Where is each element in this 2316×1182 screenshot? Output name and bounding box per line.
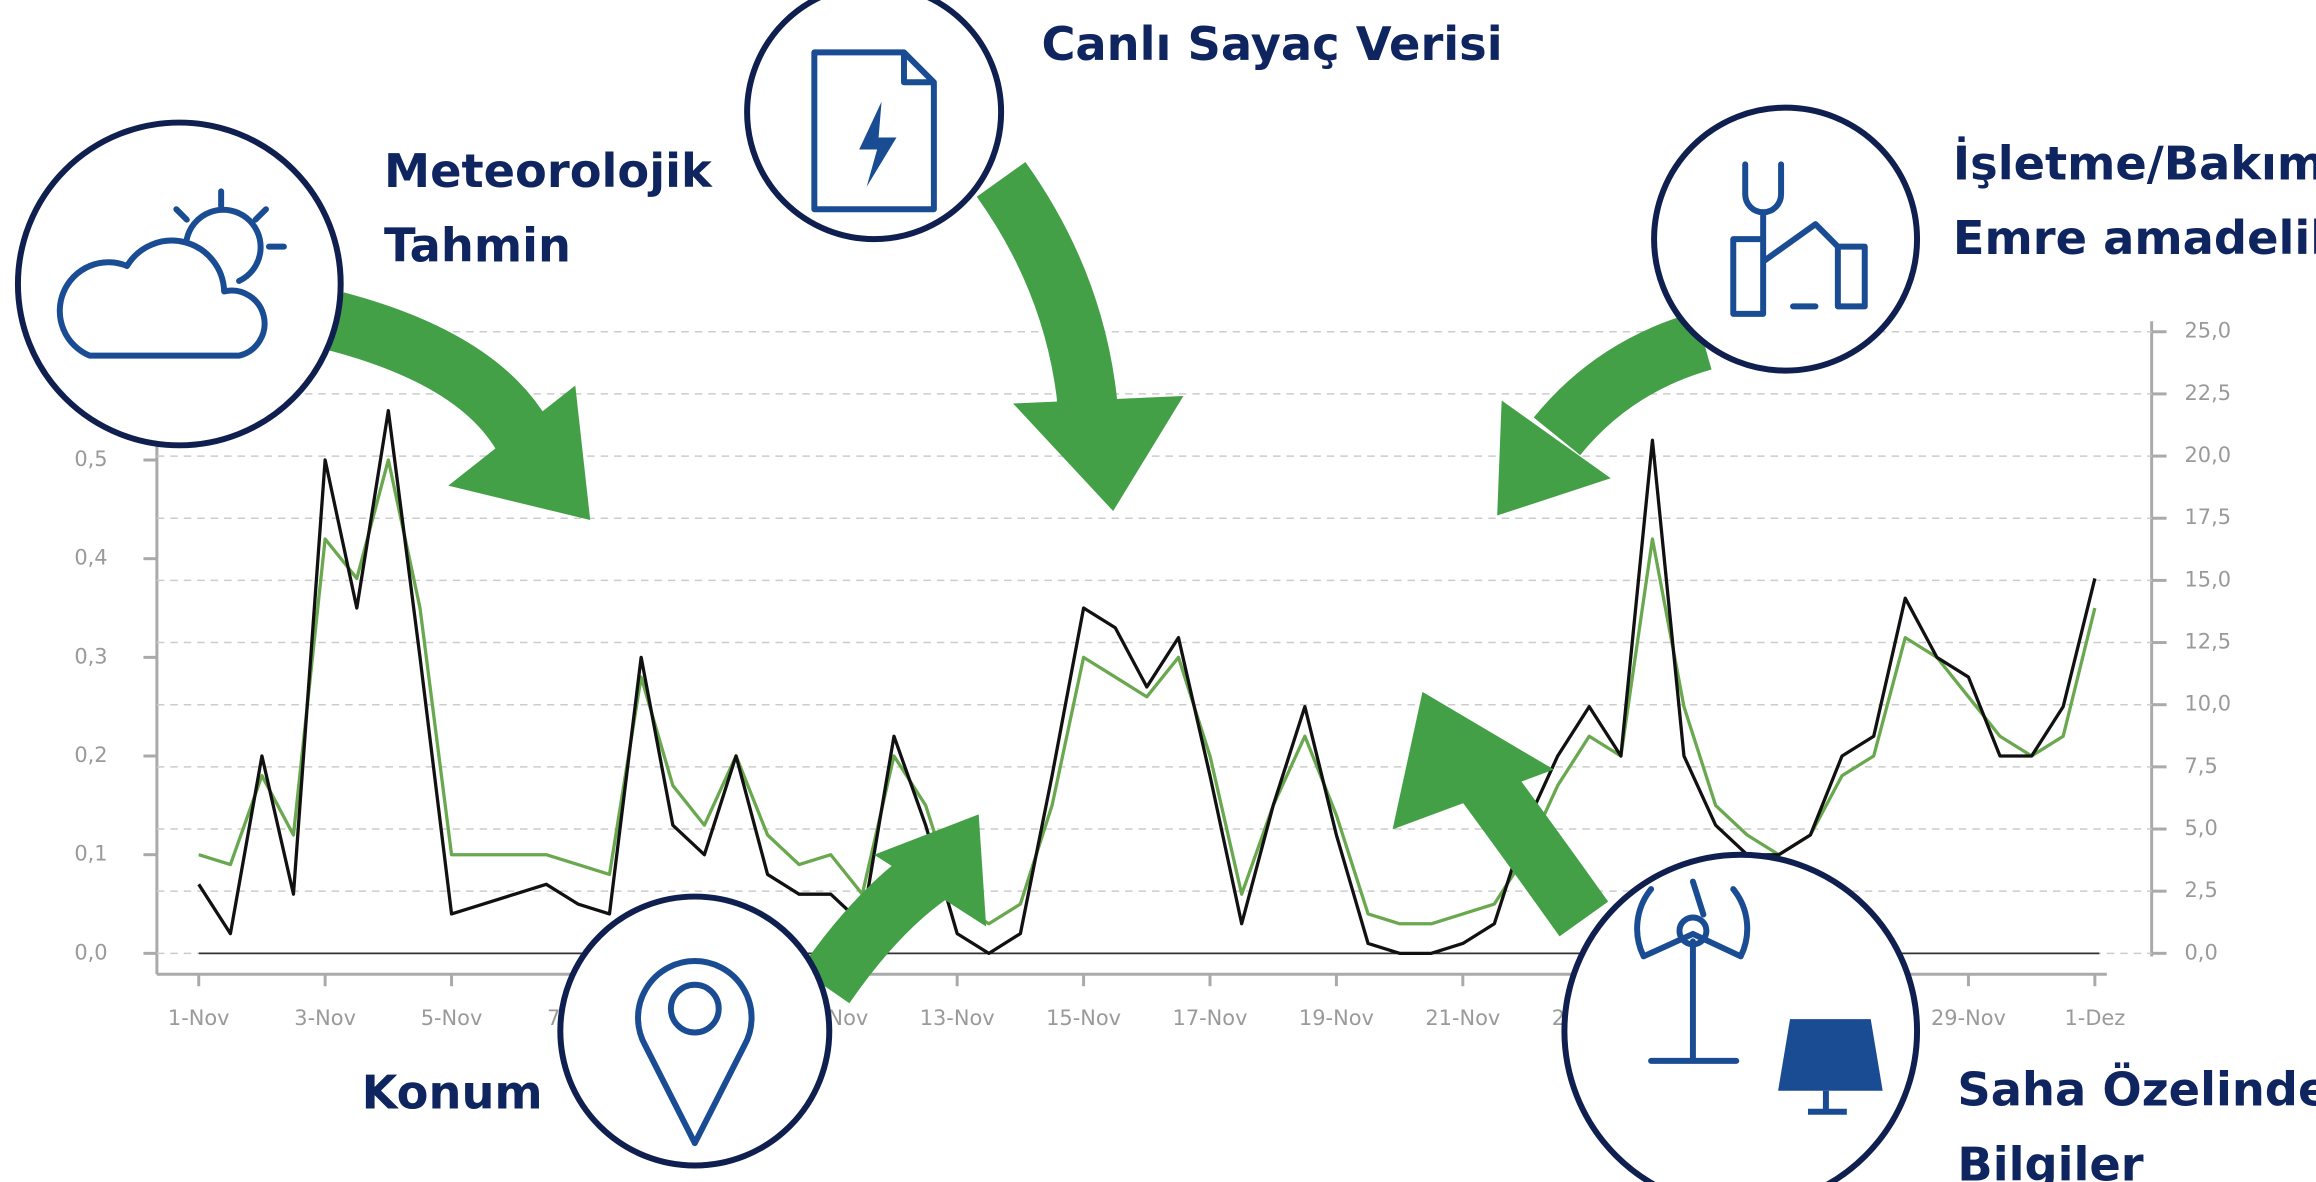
x-tick-label: 19-Nov (1299, 1006, 1374, 1030)
arrows (328, 161, 1712, 1004)
turbine-hub (1676, 914, 1710, 948)
y2-tick-label: 17,5 (2185, 505, 2232, 529)
arrow-head (448, 385, 591, 521)
document-icon (811, 49, 937, 213)
weather-circle (14, 119, 344, 449)
x-tick-label: 5-Nov (421, 1006, 483, 1030)
chart: 0,0 2,5 5,0 7,5 10,0 12,5 15,0 17,5 20,0 22,5 25,0… (74, 319, 2231, 1030)
bolt-icon (859, 101, 897, 187)
y2-tick-label: 0,0 (2185, 940, 2218, 964)
y2-tick-label: 2,5 (2185, 878, 2218, 902)
y2-tick-label: 22,5 (2185, 381, 2232, 405)
x-tick-label: 3-Nov (294, 1006, 356, 1030)
y-tick-label: 0,0 (74, 940, 107, 964)
x-tick-label: 29-Nov (1931, 1006, 2006, 1030)
cloud-icon (56, 237, 268, 359)
arrow-head (1497, 400, 1611, 516)
callout-label: İşletme/Bakım (1953, 136, 2316, 190)
y-tick-label: 0,3 (74, 644, 107, 668)
y-tick-label: 0,5 (74, 447, 107, 471)
pin-icon (635, 958, 755, 1147)
x-tick-label: 17-Nov (1173, 1006, 1248, 1030)
y-tick-label: 0,1 (74, 842, 107, 866)
x-tick-label: 15-Nov (1046, 1006, 1121, 1030)
callout-label: Tahmin (384, 219, 571, 273)
tools-icon (1730, 161, 1868, 317)
icons (14, 0, 1921, 1182)
arrow (1533, 311, 1712, 456)
callout-label: Saha Özelinde (1957, 1063, 2316, 1117)
y2-tick-label: 10,0 (2185, 692, 2232, 716)
y2-tick-label: 15,0 (2185, 567, 2232, 591)
x-tick-label: 21-Nov (1425, 1006, 1500, 1030)
solar-icon (1778, 1019, 1883, 1091)
solar-stand (1807, 1090, 1847, 1115)
arrow-head (874, 814, 987, 927)
x-tick-label: 1-Nov (168, 1006, 230, 1030)
y2-tick-label: 25,0 (2185, 319, 2232, 343)
y2-tick-label: 5,0 (2185, 816, 2218, 840)
y-tick-label: 0,4 (74, 546, 107, 570)
callout-label: Emre amadelik (1953, 211, 2316, 265)
y2-tick-label: 7,5 (2185, 754, 2218, 778)
y2-tick-label: 12,5 (2185, 630, 2232, 654)
arrow-head (1013, 396, 1184, 512)
arrow (976, 161, 1118, 410)
sun-icon (173, 188, 287, 284)
series-line (198, 458, 2097, 926)
arrow-head (1392, 691, 1554, 830)
callout-label: Bilgiler (1957, 1137, 2143, 1182)
x-tick-label: 13-Nov (920, 1006, 995, 1030)
maintenance-circle (1651, 104, 1921, 374)
callouts: Meteorolojik Tahmin Canlı Sayaç Verisi İşle… (362, 17, 2316, 1182)
pin-dot (667, 981, 722, 1036)
y2-tick-label: 20,0 (2185, 443, 2232, 467)
arrow (328, 292, 549, 453)
series-line (197, 409, 2097, 955)
turbine-icon (1634, 878, 1751, 1064)
y-tick-label: 0,2 (74, 743, 107, 767)
callout-label: Konum (362, 1066, 543, 1120)
callout-label: Canlı Sayaç Verisi (1041, 17, 1502, 71)
x-tick-label: 1-Dez (2064, 1006, 2125, 1030)
callout-label: Meteorolojik (384, 144, 713, 198)
